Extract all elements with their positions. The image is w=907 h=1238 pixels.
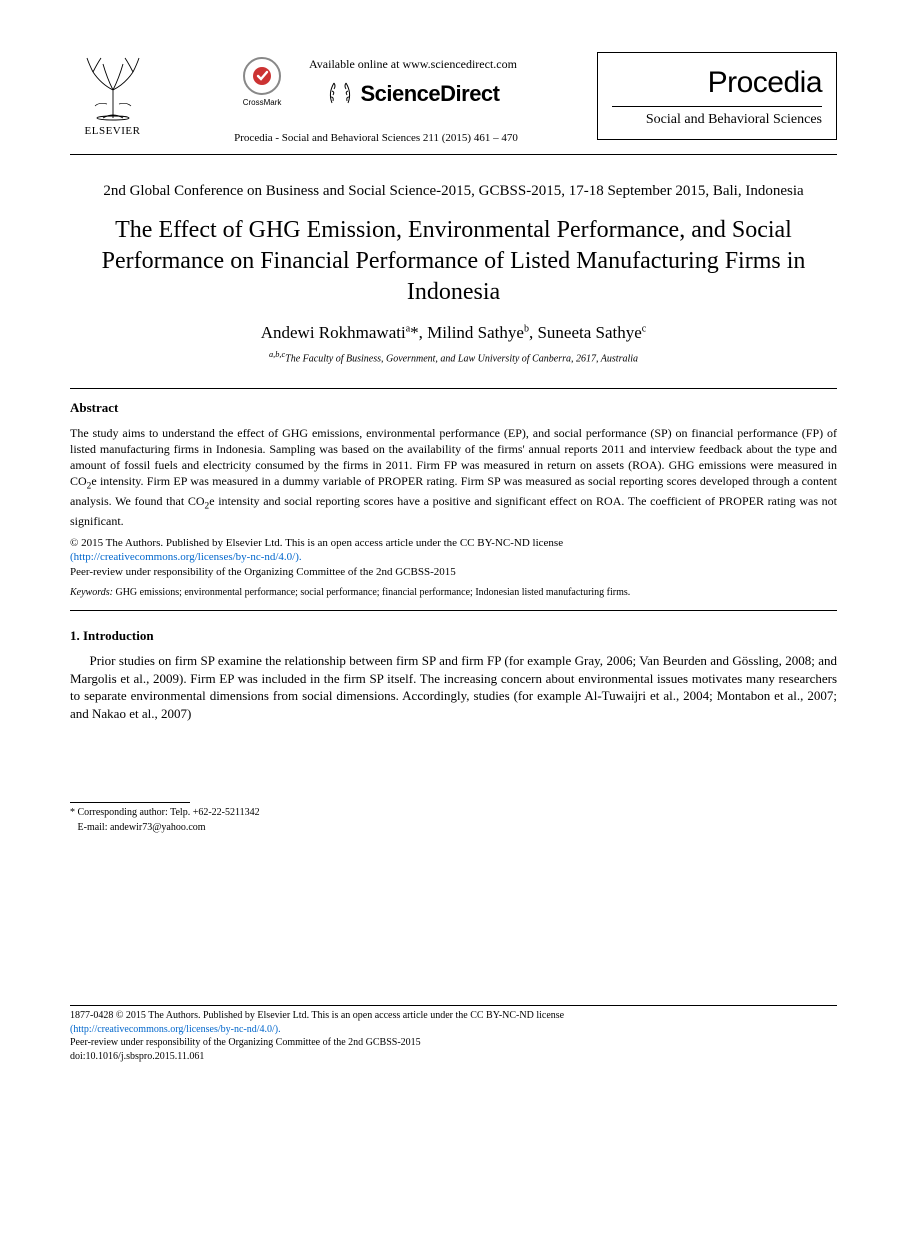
author-list: Andewi Rokhmawatia*, Milind Sathyeb, Sun… — [70, 322, 837, 345]
crossmark-icon — [242, 56, 282, 96]
availability-column: Available online at www.sciencedirect.co… — [309, 56, 517, 108]
footer-rule — [70, 1005, 837, 1006]
copyright-line: © 2015 The Authors. Published by Elsevie… — [70, 537, 563, 549]
title-rule — [70, 388, 837, 389]
elsevier-label: ELSEVIER — [85, 124, 141, 139]
conference-info: 2nd Global Conference on Business and So… — [90, 181, 817, 201]
keywords-text: GHG emissions; environmental performance… — [113, 587, 630, 598]
keywords-label: Keywords: — [70, 587, 113, 598]
introduction-paragraph: Prior studies on firm SP examine the rel… — [70, 652, 837, 722]
footer-doi: doi:10.1016/j.sbspro.2015.11.061 — [70, 1051, 204, 1062]
peer-review-line: Peer-review under responsibility of the … — [70, 566, 456, 578]
page-header: ELSEVIER CrossMark Available online at w… — [70, 50, 837, 146]
footer-peer-review: Peer-review under responsibility of the … — [70, 1037, 421, 1048]
corresponding-author-line: * Corresponding author: Telp. +62-22-521… — [70, 806, 837, 821]
affiliation: a,b,cThe Faculty of Business, Government… — [70, 349, 837, 366]
corresponding-email-line: E-mail: andewir73@yahoo.com — [70, 821, 837, 836]
keywords-line: Keywords: GHG emissions; environmental p… — [70, 586, 837, 600]
journal-citation: Procedia - Social and Behavioral Science… — [234, 131, 518, 146]
footer-issn-line: 1877-0428 © 2015 The Authors. Published … — [70, 1010, 564, 1021]
abstract-heading: Abstract — [70, 399, 837, 417]
sciencedirect-wreath-icon — [326, 79, 354, 107]
sciencedirect-logo[interactable]: ScienceDirect — [326, 79, 499, 109]
footnote-rule — [70, 802, 190, 803]
elsevier-logo-block: ELSEVIER — [70, 50, 155, 139]
footer-cc-link[interactable]: (http://creativecommons.org/licenses/by-… — [70, 1024, 281, 1035]
cc-license-link[interactable]: (http://creativecommons.org/licenses/by-… — [70, 551, 302, 563]
paper-title: The Effect of GHG Emission, Environmenta… — [80, 215, 827, 309]
copyright-block: © 2015 The Authors. Published by Elsevie… — [70, 536, 837, 581]
corresponding-author-footnote: * Corresponding author: Telp. +62-22-521… — [70, 802, 837, 835]
abstract-text: The study aims to understand the effect … — [70, 425, 837, 530]
introduction-heading: 1. Introduction — [70, 627, 837, 645]
header-rule — [70, 154, 837, 155]
page-footer: 1877-0428 © 2015 The Authors. Published … — [70, 1005, 837, 1063]
crossmark-label: CrossMark — [243, 98, 282, 109]
abstract-rule — [70, 610, 837, 611]
elsevier-tree-icon — [79, 54, 147, 122]
procedia-title: Procedia — [612, 63, 822, 104]
available-online-text: Available online at www.sciencedirect.co… — [309, 56, 517, 72]
header-center-top-row: CrossMark Available online at www.scienc… — [235, 56, 517, 109]
procedia-journal-box: Procedia Social and Behavioral Sciences — [597, 52, 837, 140]
header-center-column: CrossMark Available online at www.scienc… — [173, 50, 579, 146]
procedia-subtitle: Social and Behavioral Sciences — [612, 106, 822, 130]
sciencedirect-wordmark: ScienceDirect — [360, 79, 499, 109]
crossmark-block[interactable]: CrossMark — [235, 56, 289, 109]
